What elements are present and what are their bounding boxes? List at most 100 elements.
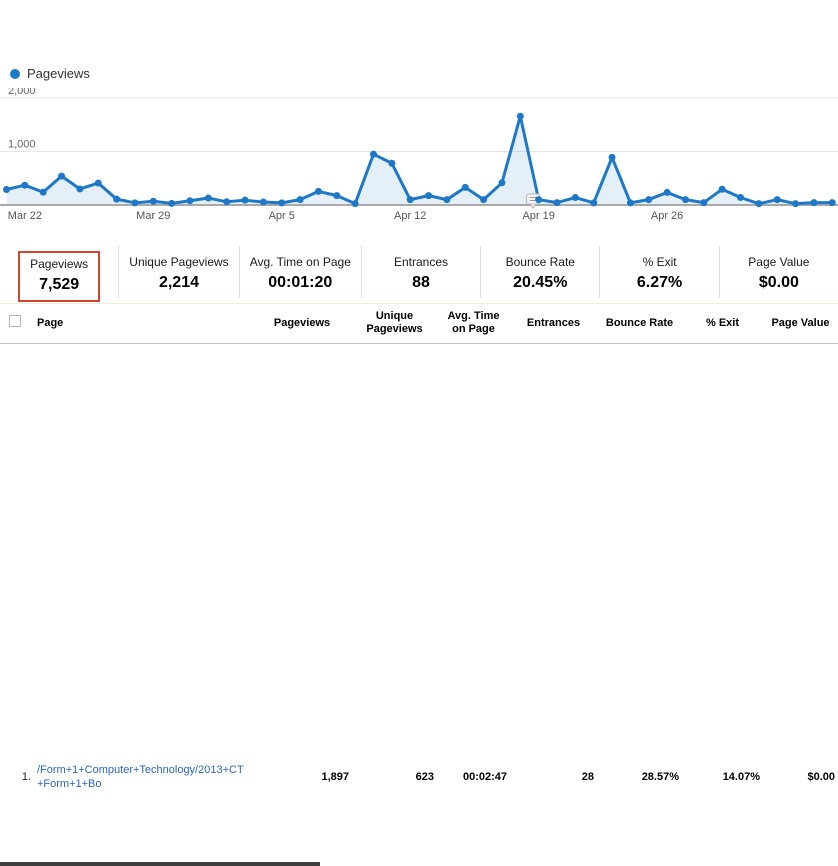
data-point[interactable]	[278, 199, 286, 207]
data-point[interactable]	[608, 153, 616, 161]
data-point[interactable]	[259, 198, 267, 206]
metric-label: Pageviews	[30, 257, 89, 271]
cell-pct-exit: 14.07%	[682, 343, 763, 866]
data-point[interactable]	[314, 187, 322, 195]
data-point[interactable]	[333, 192, 341, 200]
data-point[interactable]	[737, 194, 744, 202]
data-point[interactable]	[700, 199, 708, 207]
x-axis-tick-label: Apr 26	[651, 210, 683, 222]
data-point[interactable]	[425, 192, 433, 200]
data-point[interactable]	[241, 196, 249, 204]
data-point[interactable]	[626, 199, 634, 207]
data-point[interactable]	[718, 185, 726, 193]
column-header-pageviews[interactable]: Pageviews	[252, 305, 352, 344]
metric-page-value[interactable]: Page Value $0.00	[718, 246, 838, 298]
data-point[interactable]	[571, 194, 579, 202]
x-axis-tick-label: Mar 29	[136, 210, 170, 222]
metric-box[interactable]: Page Value $0.00	[738, 251, 819, 298]
x-axis-tick-label: Apr 5	[269, 210, 295, 222]
chart-legend: Pageviews	[10, 66, 90, 81]
data-point[interactable]	[406, 196, 414, 204]
metric-value: 7,529	[39, 276, 80, 293]
selected-metric-box[interactable]: Pageviews 7,529	[18, 251, 101, 302]
metric-unique-pageviews[interactable]: Unique Pageviews 2,214	[118, 246, 238, 298]
data-point[interactable]	[223, 198, 231, 206]
area-fill	[6, 116, 833, 205]
metric-value: $0.00	[758, 274, 799, 291]
data-point[interactable]	[149, 197, 157, 205]
metric-box[interactable]: Unique Pageviews 2,214	[119, 251, 238, 298]
data-point[interactable]	[296, 196, 304, 204]
data-point[interactable]	[58, 172, 66, 180]
data-point[interactable]	[461, 183, 469, 191]
metric-label: Entrances	[394, 255, 449, 269]
column-header-bounce-rate[interactable]: Bounce Rate	[597, 305, 682, 344]
metric-value: 20.45%	[513, 274, 568, 291]
metric-entrances[interactable]: Entrances 88	[360, 246, 480, 298]
x-axis-tick-label: Mar 22	[8, 210, 42, 222]
data-point[interactable]	[443, 196, 451, 204]
data-point[interactable]	[204, 194, 212, 202]
data-point[interactable]	[21, 181, 29, 189]
metric-label: Page Value	[748, 255, 810, 269]
data-point[interactable]	[792, 200, 800, 208]
data-point[interactable]	[39, 188, 47, 196]
y-axis-tick-label: 2,000	[8, 88, 36, 97]
metric-label: Unique Pageviews	[129, 255, 229, 269]
data-point[interactable]	[480, 196, 488, 204]
table-header-row: Page Pageviews Unique Pageviews Avg. Time o…	[0, 305, 838, 344]
metric-avg-time-on-page[interactable]: Avg. Time on Page 00:01:20	[238, 246, 361, 298]
cell-pageviews: 1,897	[252, 343, 352, 866]
data-point[interactable]	[168, 199, 176, 207]
legend-label: Pageviews	[27, 66, 90, 81]
column-header-unique-pageviews[interactable]: Unique Pageviews	[352, 305, 437, 344]
page-link[interactable]: /Form+1+Computer+Technology/2013+CT+Form…	[37, 763, 244, 790]
data-point[interactable]	[131, 199, 139, 207]
data-point[interactable]	[828, 199, 836, 207]
data-point[interactable]	[773, 196, 781, 204]
data-point[interactable]	[113, 195, 121, 203]
column-header-page[interactable]: Page	[34, 305, 252, 344]
data-point[interactable]	[498, 179, 506, 187]
row-rank: 1.	[0, 343, 34, 866]
data-point[interactable]	[94, 179, 102, 187]
metric-pageviews[interactable]: Pageviews 7,529	[0, 246, 118, 302]
data-point[interactable]	[681, 196, 689, 204]
metric-exit[interactable]: % Exit 6.27%	[599, 246, 718, 298]
table-row: 1./Form+1+Computer+Technology/2013+CT+Fo…	[0, 343, 838, 866]
cell-page-value: $0.00	[763, 343, 838, 866]
data-point[interactable]	[186, 197, 194, 205]
cell-entrances: 28	[510, 343, 597, 866]
metric-box[interactable]: Avg. Time on Page 00:01:20	[240, 251, 361, 298]
data-point[interactable]	[516, 112, 524, 120]
column-header-page-value[interactable]: Page Value	[763, 305, 838, 344]
data-point[interactable]	[535, 196, 543, 204]
metric-box[interactable]: Entrances 88	[384, 251, 458, 298]
data-point[interactable]	[351, 200, 359, 208]
data-point[interactable]	[645, 196, 653, 204]
select-all-checkbox[interactable]	[8, 315, 21, 327]
annotation-marker-pointer	[529, 203, 538, 209]
window-edge	[0, 862, 320, 866]
data-point[interactable]	[76, 185, 84, 193]
data-point[interactable]	[3, 185, 10, 193]
data-point[interactable]	[590, 199, 598, 207]
metric-box[interactable]: % Exit 6.27%	[627, 251, 692, 298]
y-axis-tick-label: 1,000	[8, 139, 36, 151]
data-point[interactable]	[755, 200, 763, 208]
metric-box[interactable]: Bounce Rate 20.45%	[496, 251, 585, 298]
column-header-avg-time-on-page[interactable]: Avg. Time on Page	[437, 305, 510, 344]
column-header-entrances[interactable]: Entrances	[510, 305, 597, 344]
metric-value: 6.27%	[636, 274, 683, 291]
data-point[interactable]	[388, 159, 396, 167]
metric-label: Bounce Rate	[505, 255, 575, 269]
data-point[interactable]	[553, 199, 561, 207]
data-point[interactable]	[810, 199, 818, 207]
metric-value: 88	[412, 274, 430, 291]
metric-bounce-rate[interactable]: Bounce Rate 20.45%	[480, 246, 599, 298]
data-point[interactable]	[370, 150, 377, 158]
data-point[interactable]	[663, 188, 671, 196]
cell-avg-time-on-page: 00:02:47	[437, 343, 510, 866]
column-header-exit[interactable]: % Exit	[682, 305, 763, 344]
